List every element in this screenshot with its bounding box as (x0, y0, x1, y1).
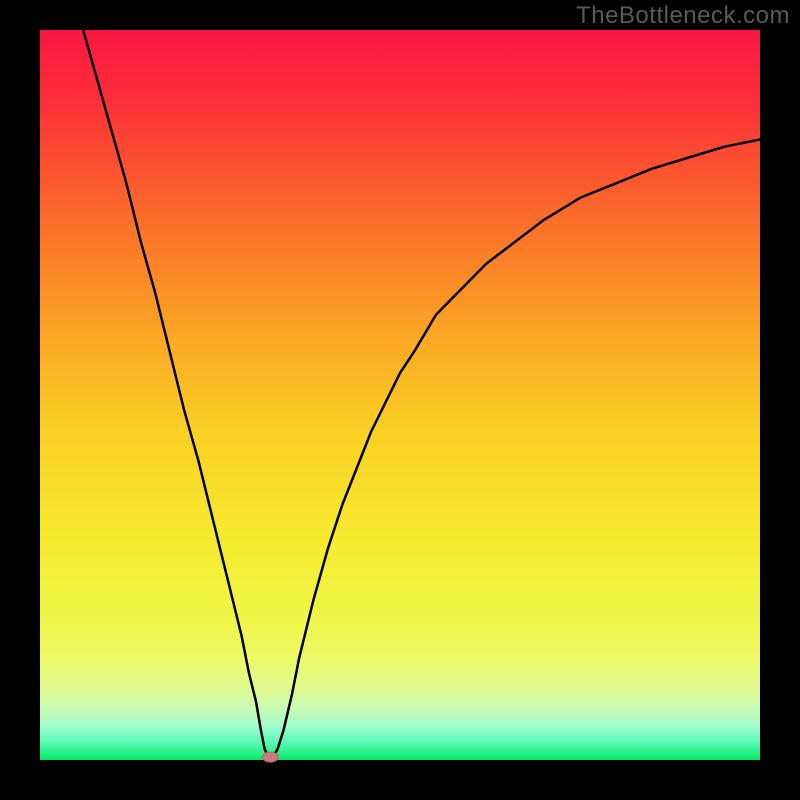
optimum-marker (262, 752, 278, 762)
watermark-text: TheBottleneck.com (576, 2, 790, 30)
plot-background (40, 30, 760, 760)
plot-svg (0, 0, 800, 800)
chart-canvas: TheBottleneck.com (0, 0, 800, 800)
